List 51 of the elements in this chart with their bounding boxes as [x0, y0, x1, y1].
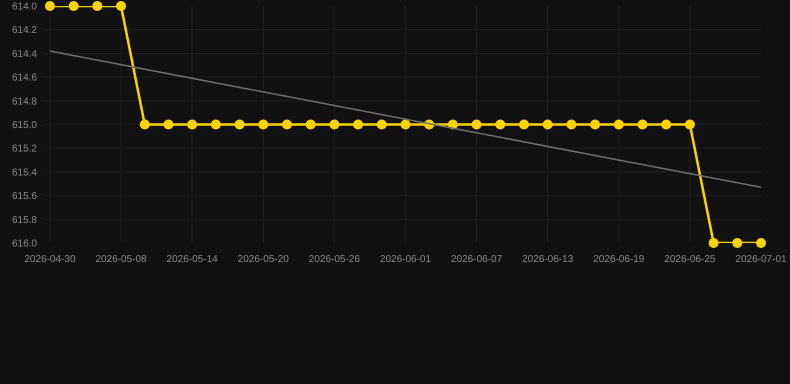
- point: [282, 120, 292, 130]
- point: [44, 1, 55, 11]
- y-tick-label: 614.8: [12, 96, 38, 108]
- point: [518, 120, 529, 130]
- x-tick-label: 2026-05-08: [95, 254, 148, 265]
- y-tick-label: 615.2: [12, 144, 38, 155]
- x-tick-label: 2026-05-26: [308, 254, 360, 265]
- x-tick-label: 2026-04-30: [24, 254, 76, 265]
- y-tick-label: 616.0: [12, 238, 38, 250]
- x-tick-label: 2026-05-14: [166, 254, 218, 265]
- y-tick-label: 615.8: [12, 214, 38, 226]
- point: [708, 238, 719, 248]
- x-tick-label: 2026-06-07: [450, 254, 503, 265]
- x-tick-label: 2026-06-13: [522, 254, 574, 265]
- x-tick-label: 2026-05-20: [238, 254, 290, 265]
- point: [68, 1, 79, 11]
- point: [495, 120, 506, 130]
- point: [684, 120, 695, 130]
- point: [306, 120, 316, 130]
- y-tick-label: 615.4: [12, 167, 38, 178]
- point: [590, 120, 600, 130]
- x-tick-label: 2026-06-19: [593, 254, 645, 265]
- x-tick-label: 2026-07-01: [735, 254, 788, 265]
- point: [614, 120, 624, 130]
- point: [472, 120, 482, 130]
- y-tick-label: 615.6: [12, 191, 38, 202]
- point: [187, 120, 198, 130]
- point: [140, 120, 150, 130]
- point: [661, 120, 672, 130]
- point: [163, 120, 174, 130]
- point: [258, 120, 268, 130]
- point: [329, 120, 340, 130]
- y-tick-label: 614.2: [12, 25, 38, 36]
- point: [400, 120, 410, 130]
- point: [234, 120, 245, 130]
- point: [756, 238, 766, 248]
- point: [566, 120, 576, 130]
- point: [732, 238, 742, 248]
- y-tick-label: 614.6: [12, 72, 38, 84]
- point: [542, 120, 553, 130]
- point: [376, 120, 387, 130]
- point: [637, 120, 648, 130]
- x-tick-label: 2026-06-01: [380, 254, 432, 265]
- x-tick-label: 2026-06-25: [664, 254, 716, 265]
- y-tick-label: 614.4: [12, 48, 38, 60]
- point: [210, 120, 221, 130]
- point: [92, 1, 102, 11]
- point: [116, 1, 126, 11]
- y-tick-label: 614.0: [12, 2, 38, 12]
- y-tick-label: 615.0: [12, 120, 38, 131]
- point: [353, 120, 364, 130]
